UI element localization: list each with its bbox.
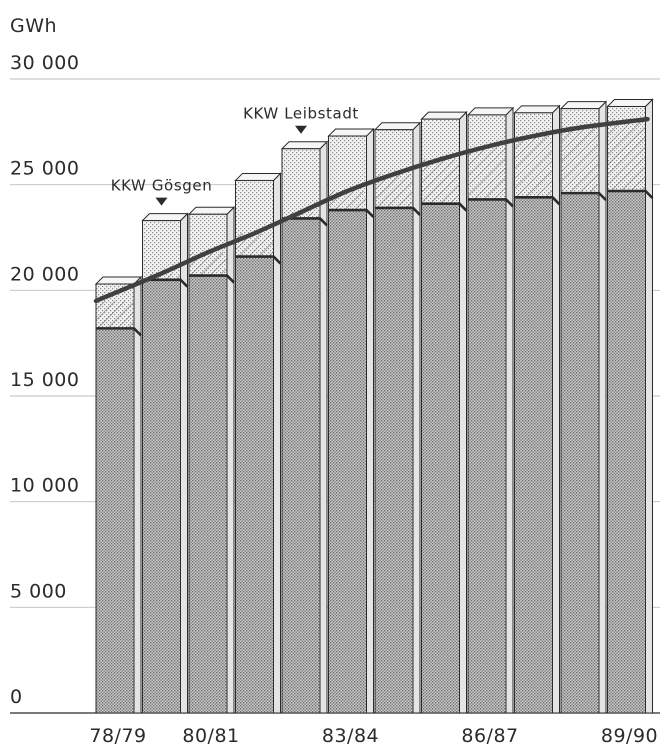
bar-group: [373, 121, 422, 714]
bar-side: [180, 212, 188, 714]
x-tick-label: 80/81: [182, 725, 239, 747]
bar-lower-segment: [95, 327, 135, 714]
bar-lower-segment: [374, 207, 414, 714]
y-axis-unit-label: GWh: [10, 15, 57, 37]
x-tick-label: 86/87: [461, 725, 518, 747]
bar-top: [234, 172, 282, 181]
bar-top: [559, 101, 608, 110]
bar-hatched-segment: [328, 191, 367, 211]
bar-top: [606, 98, 654, 107]
x-axis-tick-labels: 78/79 80/81 83/84 86/87 89/90: [89, 725, 658, 747]
bar-top: [513, 105, 561, 114]
bars: [94, 98, 654, 714]
bar-separator: [375, 206, 421, 216]
bar-upper-segment: [142, 220, 181, 281]
bar-group: [327, 127, 375, 714]
bar-group: [606, 98, 654, 714]
bar-hatched-segment: [607, 119, 646, 192]
bar-separator: [607, 189, 654, 199]
bar-separator: [421, 202, 468, 212]
bar-top: [280, 141, 329, 150]
x-tick-label: 89/90: [601, 725, 658, 747]
y-axis-tick-labels: 0 5 000 10 000 15 000 20 000 25 000 30 000: [10, 52, 79, 708]
bar-separator: [189, 274, 235, 284]
bar-top: [466, 107, 515, 116]
bar-separator: [142, 278, 189, 288]
bar-lower-segment: [328, 209, 367, 714]
bar-lower-segment: [607, 190, 646, 714]
bar-hatched-segment: [142, 273, 181, 280]
y-tick-label: 0: [10, 686, 23, 708]
annotation-arrow-icon: [295, 125, 307, 134]
bar-group: [513, 104, 561, 714]
annotation-label: KKW Gösgen: [111, 177, 213, 195]
bar-separator: [282, 217, 328, 227]
bar-lower-segment: [421, 203, 460, 714]
bar-hatched-segment: [468, 146, 506, 200]
bar-lower-segment: [235, 256, 274, 714]
bar-group: [94, 275, 143, 714]
bar-hatched-segment: [96, 300, 134, 329]
bar-lower-segment: [188, 275, 228, 714]
bar-top: [420, 111, 468, 120]
bar-lower-segment: [467, 198, 507, 714]
bar-top: [141, 213, 189, 222]
bar-hatched-segment: [561, 127, 599, 194]
bar-hatched-segment: [189, 252, 227, 276]
bar-hatched-segment: [282, 212, 320, 219]
bar-hatched-segment: [421, 159, 460, 204]
y-tick-label: 30 000: [10, 52, 79, 74]
bar-group: [280, 140, 329, 714]
bar-group: [234, 172, 282, 714]
bar-separator: [468, 198, 514, 208]
bar-group: [466, 106, 515, 714]
bar-side: [273, 172, 281, 714]
bar-lower-segment: [281, 217, 321, 714]
bar-group: [420, 110, 468, 714]
bar-separator: [561, 191, 607, 202]
y-tick-label: 5 000: [10, 580, 67, 602]
bar-top: [373, 122, 422, 131]
bar-top: [187, 206, 236, 215]
y-tick-label: 15 000: [10, 369, 79, 391]
bar-lower-segment: [142, 279, 181, 714]
annotation-arrow-icon: [155, 197, 168, 206]
annotations: KKW Gösgen KKW Leibstadt: [111, 105, 359, 206]
bar-separator: [328, 208, 375, 218]
bar-separator: [514, 196, 561, 206]
bar-group: [141, 212, 189, 714]
x-tick-label: 83/84: [322, 725, 379, 747]
bar-top: [327, 128, 375, 137]
annotation-label: KKW Leibstadt: [243, 105, 359, 123]
bar-separator: [235, 255, 282, 265]
bar-hatched-segment: [514, 136, 553, 198]
bar-lower-segment: [514, 196, 553, 714]
bar-separator: [96, 327, 142, 337]
bar-side: [459, 110, 467, 714]
bar-group: [559, 100, 608, 714]
trend-curve-layer: [93, 116, 650, 304]
bar-side: [319, 140, 328, 714]
trend-curve: [93, 116, 650, 304]
y-tick-label: 25 000: [10, 158, 79, 180]
y-tick-label: 20 000: [10, 263, 79, 285]
bar-side: [133, 275, 142, 714]
bar-lower-segment: [560, 192, 600, 714]
y-tick-label: 10 000: [10, 475, 79, 497]
x-tick-label: 78/79: [89, 725, 146, 747]
bar-group: [187, 206, 236, 714]
